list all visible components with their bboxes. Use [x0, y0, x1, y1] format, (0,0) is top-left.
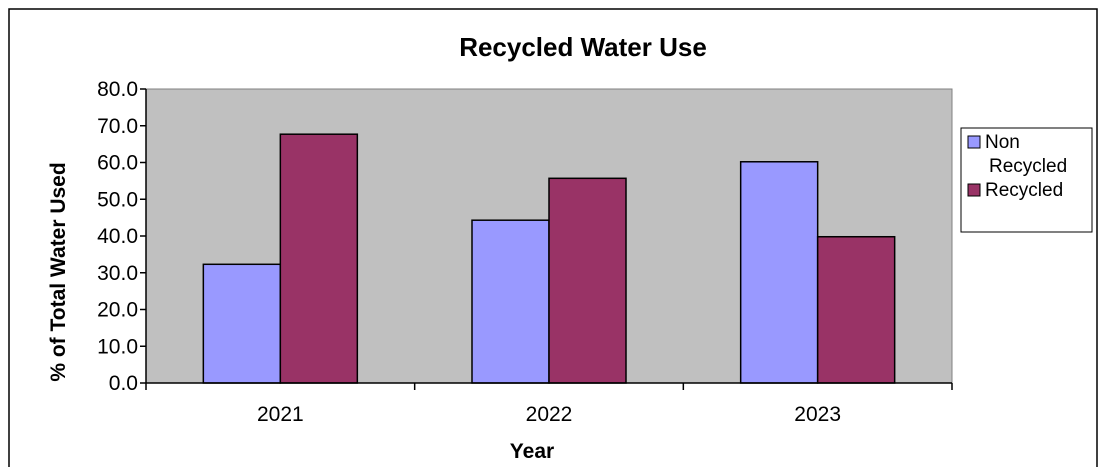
x-tick-label: 2022: [526, 403, 573, 426]
chart-title: Recycled Water Use: [459, 32, 707, 62]
legend: Non Recycled Recycled: [961, 128, 1092, 232]
y-tick-label: 80.0: [97, 78, 138, 101]
legend-swatch-non-recycled: [968, 136, 980, 148]
y-tick-label: 70.0: [97, 115, 138, 138]
y-tick-label: 30.0: [97, 262, 138, 285]
y-tick-label: 60.0: [97, 152, 138, 175]
bar-non-recycled-2022: [472, 220, 549, 383]
y-tick-label: 20.0: [97, 299, 138, 322]
y-tick-label: 0.0: [109, 372, 138, 395]
bar-recycled-2022: [549, 178, 626, 383]
y-tick-label: 10.0: [97, 335, 138, 358]
y-tick-label: 40.0: [97, 225, 138, 248]
bar-recycled-2021: [280, 134, 357, 383]
y-tick-label: 50.0: [97, 188, 138, 211]
legend-swatch-recycled: [968, 184, 980, 196]
x-tick-label: 2023: [794, 403, 841, 426]
legend-label: Non: [985, 132, 1020, 153]
bar-non-recycled-2021: [203, 264, 280, 383]
y-axis-label: % of Total Water Used: [47, 162, 70, 381]
bar-recycled-2023: [818, 237, 895, 383]
legend-label: Recycled: [985, 180, 1063, 201]
x-tick-label: 2021: [257, 403, 304, 426]
legend-label: Recycled: [989, 156, 1067, 177]
x-axis-label: Year: [510, 440, 554, 463]
bar-non-recycled-2023: [741, 162, 818, 383]
